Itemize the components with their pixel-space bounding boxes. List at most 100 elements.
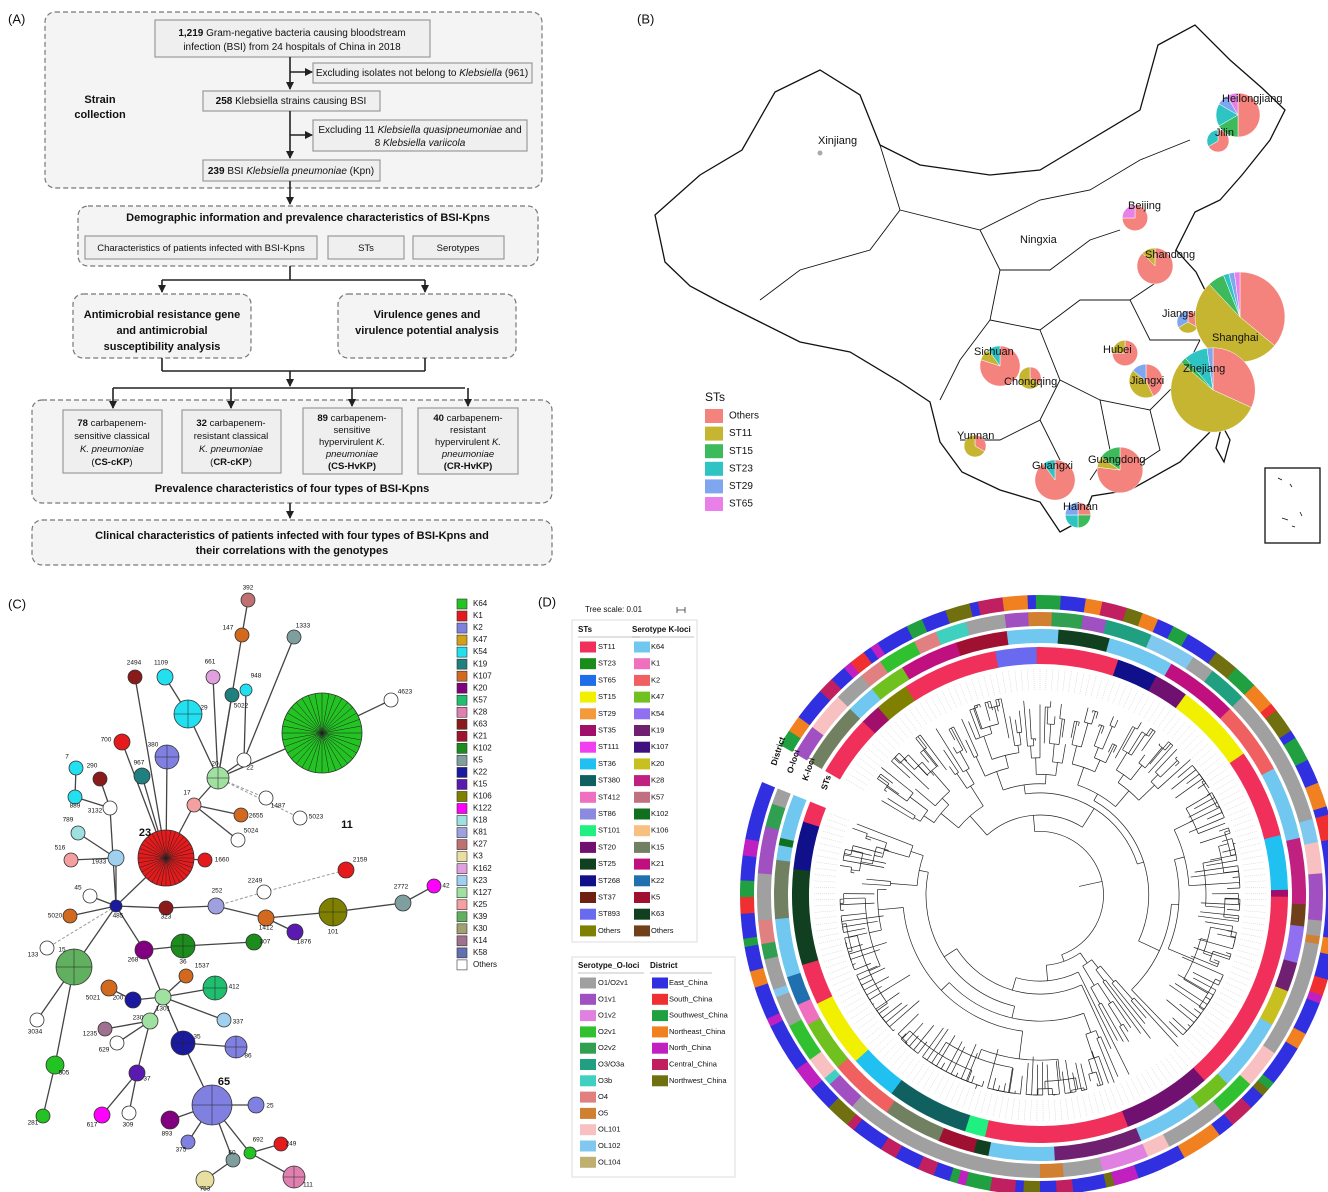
- branch: [1179, 1003, 1198, 1019]
- region-label: Jilin: [1215, 127, 1234, 139]
- branch: [862, 883, 891, 886]
- branch: [856, 823, 914, 847]
- region-label: Hainan: [1063, 501, 1098, 513]
- ring-cell: [1325, 888, 1328, 898]
- branch: [995, 698, 1002, 701]
- leaf-guide: [1218, 784, 1238, 796]
- text-segment: (: [91, 457, 95, 468]
- leaf-guide: [1241, 933, 1263, 938]
- ring-cell: [1036, 647, 1099, 671]
- branch: [918, 765, 928, 776]
- ring-cell: [809, 1051, 836, 1079]
- leaf-guide: [968, 1089, 976, 1110]
- ring-cell: [914, 631, 942, 655]
- branch: [1149, 741, 1169, 765]
- branch: [1212, 950, 1231, 958]
- st-node: [286, 923, 304, 941]
- branch: [1059, 704, 1062, 719]
- box: [181, 409, 282, 474]
- leaf-guide: [1224, 795, 1244, 806]
- legend-swatch: [456, 815, 468, 826]
- branch: [1209, 960, 1219, 965]
- legend-label: K22: [473, 768, 488, 777]
- block-line: (CR-cKP): [210, 457, 252, 468]
- text-segment: Gram-negative bacteria causing bloodstre…: [203, 28, 405, 39]
- legend-swatch: [580, 1075, 596, 1087]
- branch: [1017, 745, 1020, 753]
- leaf-guide: [816, 861, 838, 866]
- leaf-guide: [1073, 672, 1078, 693]
- branch: [931, 770, 950, 792]
- branch: [1099, 724, 1105, 727]
- branch: [941, 798, 950, 806]
- branch: [981, 1080, 985, 1087]
- legend-swatch: [580, 977, 596, 989]
- legend-swatch: [456, 839, 468, 850]
- leaf-guide: [1206, 763, 1224, 776]
- node-spoke: [165, 843, 191, 859]
- ring-cell: [1314, 952, 1328, 981]
- ring-cell: [1252, 1017, 1273, 1038]
- node-spoke: [284, 719, 323, 734]
- ring-cell: [1110, 621, 1153, 648]
- block-line: Characteristics of patients infected wit…: [97, 243, 305, 254]
- legend-label: O2v2: [598, 1043, 616, 1052]
- ring-cell: [812, 696, 849, 736]
- branch: [881, 800, 914, 820]
- block-line: pneumoniae: [441, 449, 494, 460]
- text-segment: Virulence genes and: [374, 309, 481, 321]
- leaf-guide: [1167, 717, 1181, 735]
- st-node: [141, 1012, 159, 1030]
- leaf-guide: [1133, 693, 1144, 713]
- text-segment: resistant: [450, 425, 486, 436]
- legend-label: Others: [651, 926, 674, 935]
- branch: [850, 845, 854, 855]
- region-label: Beijing: [1128, 200, 1161, 212]
- leaf-guide: [841, 992, 860, 1003]
- branch: [1192, 971, 1219, 986]
- leaf-guide: [947, 688, 957, 708]
- ring-cell: [1307, 919, 1322, 930]
- legend-title: STs: [705, 390, 725, 404]
- taiwan: [1215, 423, 1231, 464]
- branch: [1057, 1059, 1061, 1081]
- branch: [1035, 757, 1037, 775]
- branch: [935, 728, 964, 773]
- legend-label: East_China: [669, 978, 709, 987]
- branch: [969, 709, 981, 738]
- branch: [872, 846, 877, 865]
- leaf-guide: [1112, 683, 1121, 704]
- branch: [996, 771, 1004, 791]
- branch: [1206, 859, 1238, 867]
- ring-cell: [824, 1068, 841, 1085]
- ring-cell: [902, 642, 961, 680]
- ring-cell: [894, 1145, 924, 1170]
- branch: [926, 766, 937, 776]
- ring-cell: [1006, 629, 1060, 645]
- branch: [965, 739, 975, 758]
- panel-label: (C): [8, 596, 26, 611]
- legend-label: K64: [651, 642, 664, 651]
- node-spoke: [321, 719, 360, 734]
- legend-swatch: [456, 670, 468, 682]
- ring-cell: [938, 1127, 978, 1153]
- branch: [1194, 797, 1215, 810]
- legend-label: K64: [473, 599, 488, 608]
- branch: [921, 762, 935, 776]
- branch: [998, 1085, 1000, 1091]
- inset-frame: [1264, 467, 1321, 544]
- legend-label: ST65: [729, 499, 753, 510]
- tree-edge: [46, 905, 117, 949]
- legend-label: K21: [473, 731, 488, 740]
- leaf-guide: [820, 944, 842, 950]
- node-label: 111: [303, 1182, 313, 1189]
- node-spoke: [165, 848, 193, 859]
- legend-label: K18: [473, 816, 488, 825]
- text-segment: Klebsiella quasipneumoniae: [378, 125, 503, 136]
- branch: [1088, 1074, 1091, 1082]
- branch: [1014, 744, 1022, 747]
- text-segment: virulence potential analysis: [355, 325, 499, 337]
- legend-frame: [571, 619, 698, 943]
- legend-swatch: [634, 875, 650, 887]
- legend-label: K63: [651, 909, 664, 918]
